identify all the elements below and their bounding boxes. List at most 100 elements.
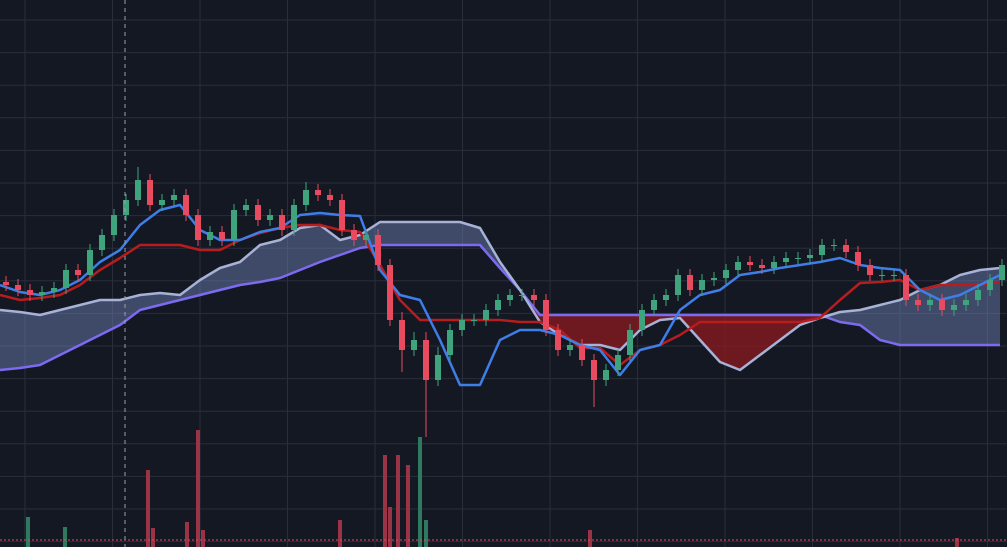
volume-bar: [146, 470, 150, 547]
cloud-fill: [240, 245, 260, 285]
cloud-fill: [580, 315, 600, 345]
volume-bar: [418, 437, 422, 547]
candle-body: [15, 285, 21, 290]
volume-bar: [63, 527, 67, 547]
cloud-layer: [0, 222, 1000, 370]
cloud-fill: [300, 225, 320, 270]
candle-body: [723, 270, 729, 278]
candle-body: [843, 245, 849, 252]
candle-body: [591, 360, 597, 380]
cloud-fill: [940, 275, 960, 345]
volume-bar: [955, 538, 959, 547]
volume-bar: [26, 517, 30, 547]
candle-body: [75, 270, 81, 275]
candle-body: [639, 310, 645, 330]
candle-body: [495, 300, 501, 310]
line-layer: [0, 203, 1001, 387]
cloud-fill: [600, 315, 620, 350]
candle-body: [699, 280, 705, 290]
candle-body: [63, 270, 69, 288]
cloud-fill: [160, 293, 180, 305]
indicator-line: [0, 243, 1000, 372]
candle-body: [267, 215, 273, 220]
candle-body: [387, 265, 393, 320]
candle-body: [435, 355, 441, 380]
candle-body: [471, 320, 477, 321]
cloud-fill: [420, 222, 440, 245]
cloud-fill: [840, 310, 860, 325]
candle-body: [123, 200, 129, 215]
cloud-fill: [740, 315, 760, 370]
candle-body: [507, 295, 513, 300]
candle-body: [303, 190, 309, 205]
cloud-fill: [320, 225, 340, 262]
candle-body: [579, 345, 585, 360]
volume-bar: [196, 430, 200, 547]
candle-body: [807, 255, 813, 258]
candle-body: [795, 258, 801, 259]
candle-body: [543, 300, 549, 330]
candle-body: [819, 245, 825, 255]
volume-layer: [26, 430, 959, 547]
candle-body: [327, 195, 333, 200]
candle-body: [159, 200, 165, 205]
cloud-fill: [60, 305, 80, 355]
candle-body: [855, 252, 861, 265]
candle-body: [423, 340, 429, 380]
candle-body: [87, 250, 93, 275]
candle-layer: [3, 167, 1005, 437]
candle-body: [399, 320, 405, 350]
candle-body: [831, 245, 837, 246]
candle-body: [447, 330, 453, 355]
candle-body: [219, 232, 225, 240]
volume-bar: [338, 520, 342, 547]
candle-body: [687, 275, 693, 290]
candle-body: [171, 195, 177, 200]
volume-bar: [424, 520, 428, 547]
candle-body: [891, 275, 897, 276]
indicator-line: [0, 220, 1001, 372]
candle-body: [231, 210, 237, 240]
candle-body: [255, 205, 261, 220]
cloud-fill: [200, 268, 220, 295]
candle-body: [207, 232, 213, 240]
candle-body: [555, 330, 561, 350]
volume-bar: [201, 530, 205, 547]
candle-body: [411, 340, 417, 350]
cloud-fill: [220, 262, 240, 290]
candle-body: [315, 190, 321, 195]
cloud-fill: [120, 295, 140, 325]
candle-body: [351, 230, 357, 240]
indicator-line: [0, 223, 1001, 367]
candle-body: [735, 262, 741, 270]
candle-body: [567, 345, 573, 350]
cloud-fill: [20, 312, 40, 368]
candle-body: [3, 282, 9, 285]
cloud-fill: [440, 222, 460, 245]
candle-body: [339, 200, 345, 230]
candle-body: [975, 290, 981, 300]
indicator-line: [0, 203, 1001, 387]
candle-body: [663, 295, 669, 300]
candle-body: [111, 215, 117, 235]
cloud-fill: [920, 285, 940, 345]
candle-body: [915, 300, 921, 305]
cloud-fill: [720, 315, 740, 370]
candle-body: [675, 275, 681, 295]
volume-bar: [151, 528, 155, 547]
cloud-fill: [880, 300, 900, 345]
volume-bar: [396, 455, 400, 547]
candle-body: [363, 235, 369, 240]
candle-body: [783, 258, 789, 262]
candle-body: [135, 180, 141, 200]
candle-body: [147, 180, 153, 205]
candle-body: [615, 355, 621, 370]
candle-body: [291, 205, 297, 230]
candle-body: [531, 295, 537, 300]
cloud-fill: [400, 222, 420, 245]
candle-body: [963, 300, 969, 305]
candle-body: [519, 295, 525, 296]
candle-body: [483, 310, 489, 320]
cloud-fill: [260, 240, 280, 282]
